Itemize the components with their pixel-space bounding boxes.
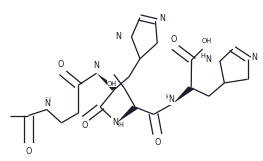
Polygon shape bbox=[173, 86, 194, 104]
Text: O: O bbox=[171, 35, 177, 44]
Text: H: H bbox=[200, 53, 205, 59]
Text: O: O bbox=[154, 138, 160, 147]
Polygon shape bbox=[117, 106, 138, 123]
Polygon shape bbox=[97, 73, 118, 90]
Text: H: H bbox=[114, 122, 119, 128]
Text: H: H bbox=[165, 94, 170, 100]
Text: N: N bbox=[251, 53, 257, 62]
Text: OH: OH bbox=[107, 81, 117, 87]
Text: OH: OH bbox=[201, 38, 211, 44]
Text: N: N bbox=[205, 55, 211, 64]
Text: N: N bbox=[93, 62, 99, 71]
Text: N: N bbox=[44, 99, 50, 108]
Text: N: N bbox=[112, 118, 118, 127]
Text: N: N bbox=[115, 33, 121, 42]
Text: O: O bbox=[81, 121, 88, 130]
Text: O: O bbox=[57, 60, 64, 69]
Text: N: N bbox=[159, 14, 165, 23]
Text: O: O bbox=[25, 147, 32, 156]
Text: N: N bbox=[168, 95, 174, 104]
Text: H: H bbox=[118, 122, 123, 128]
Text: H: H bbox=[45, 97, 50, 103]
